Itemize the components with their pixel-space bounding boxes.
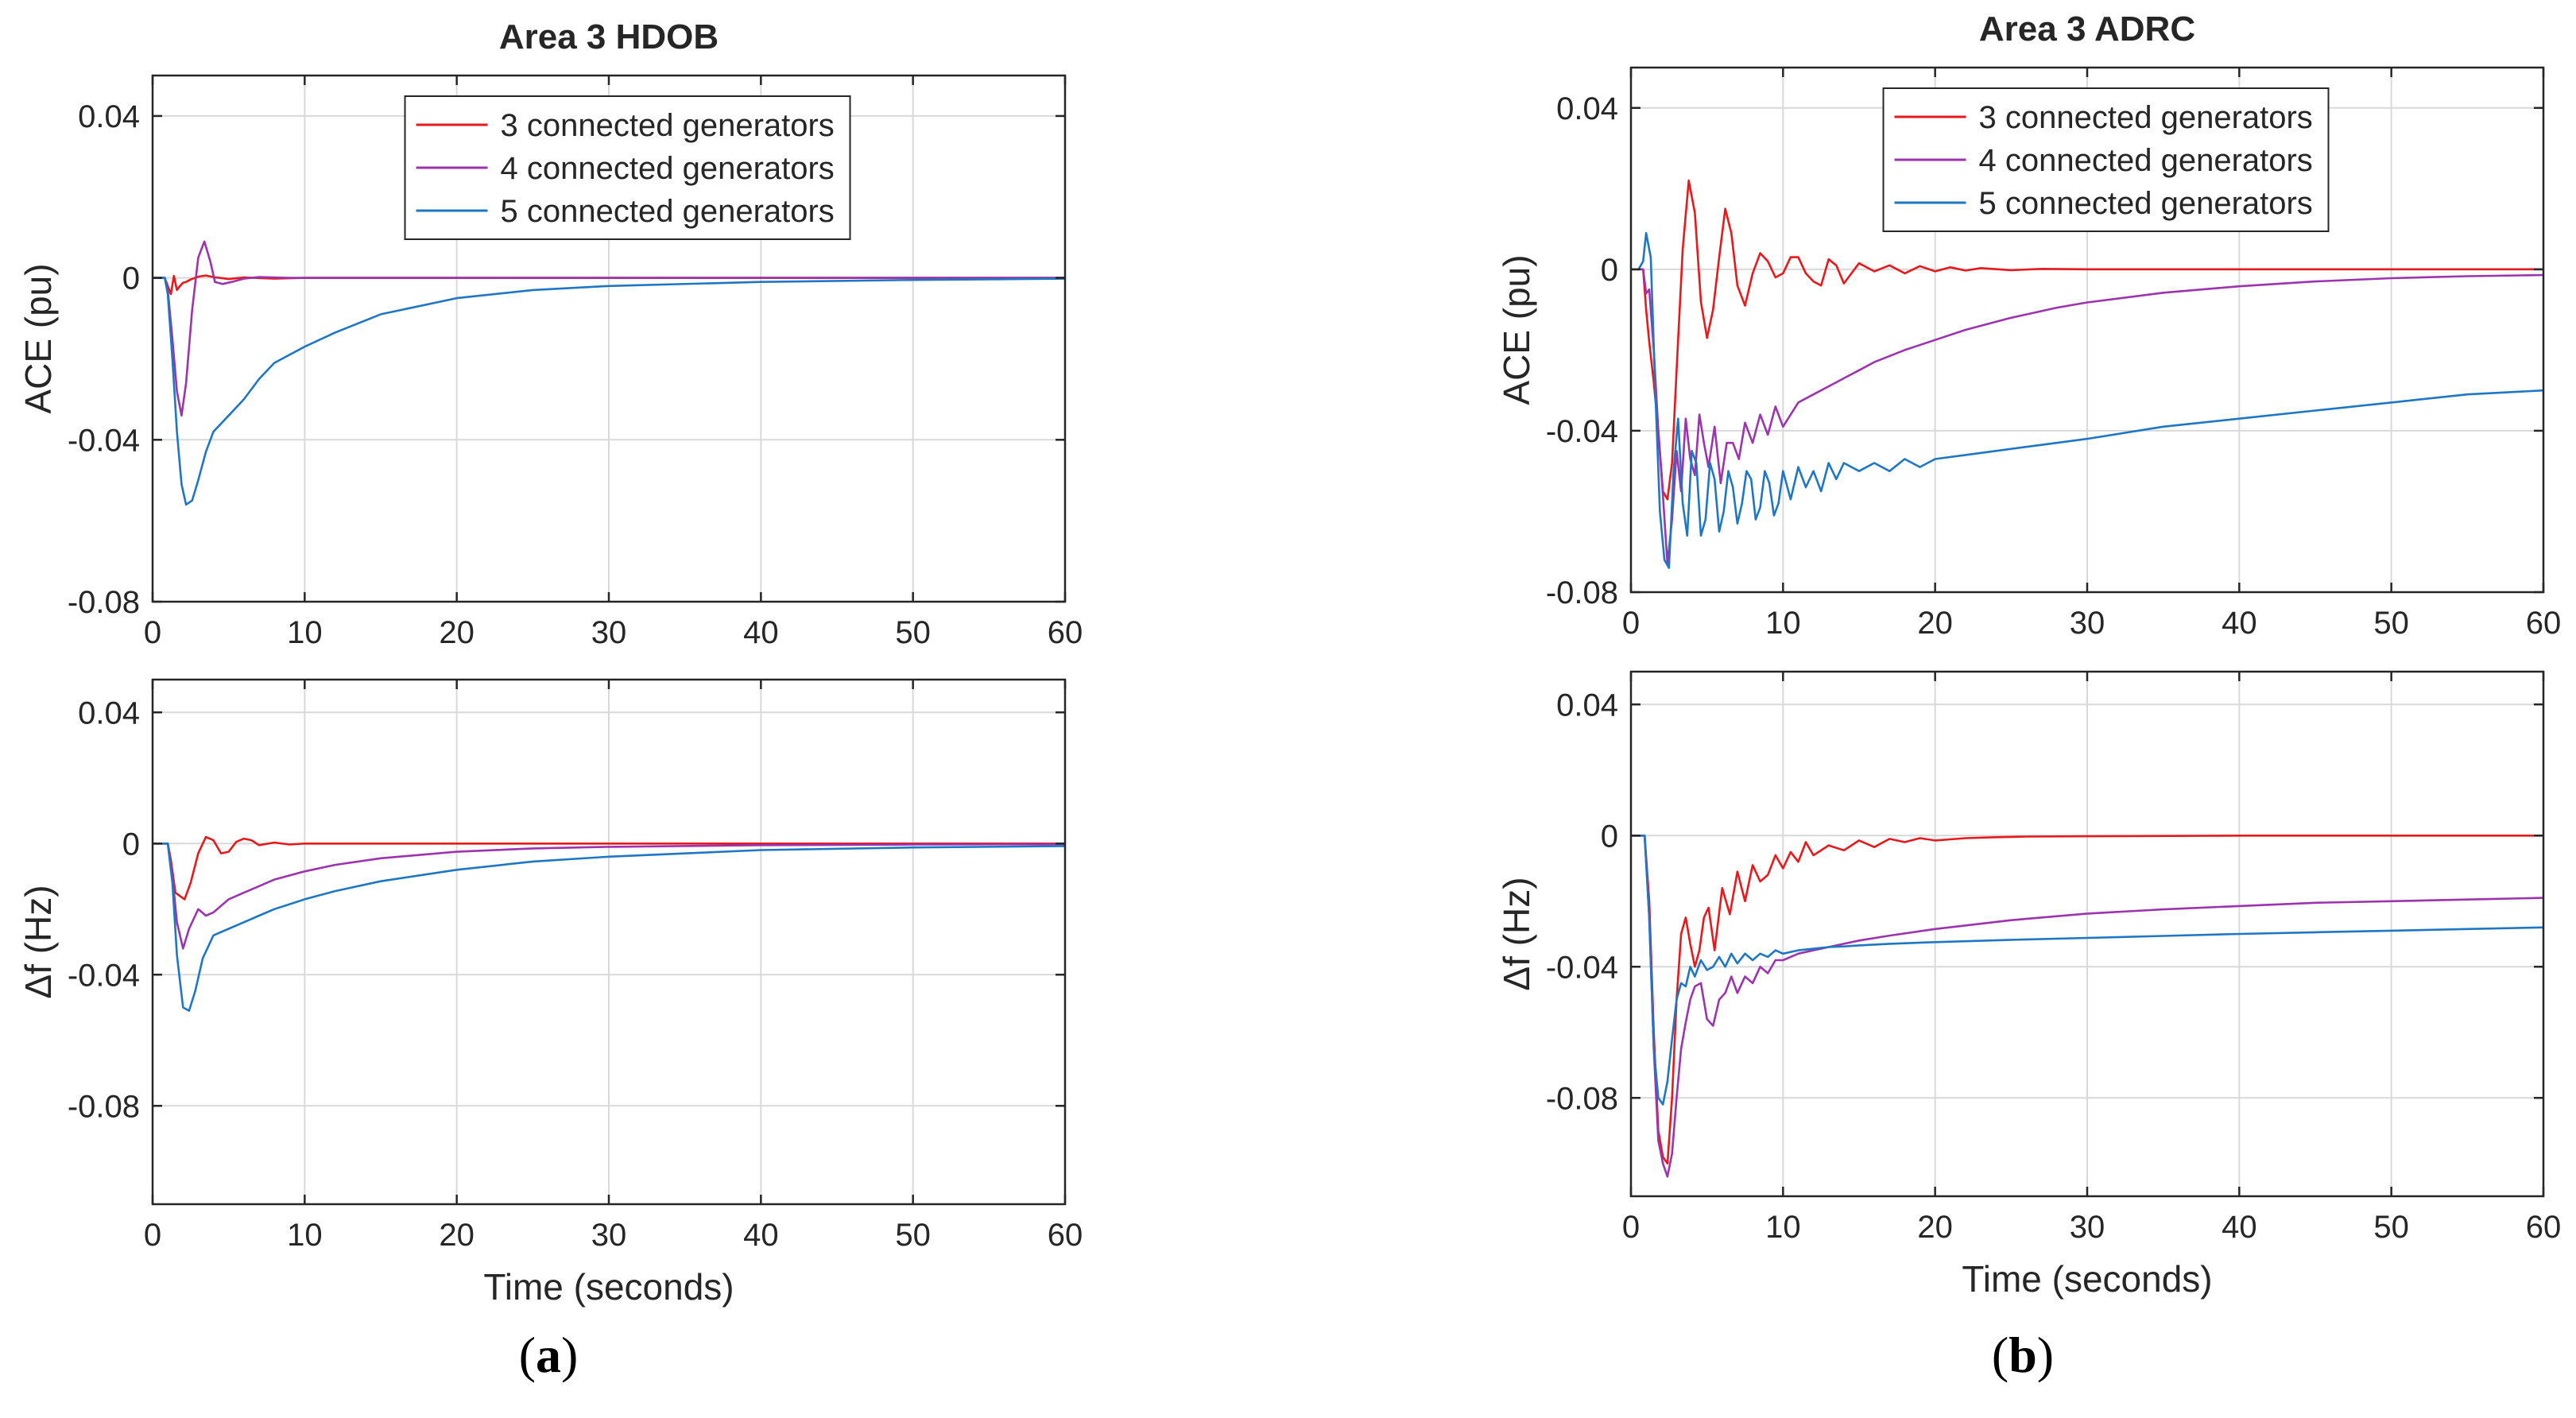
chart-3-ylabel: ACE (pu) [1496, 254, 1537, 405]
chart-1-series-line-2 [153, 240, 1065, 417]
chart-2-series-line-3 [153, 843, 1065, 1012]
chart-3-series-line-1 [1631, 179, 2543, 501]
chart-1-ytick-label-1: 0 [122, 262, 140, 296]
chart-4-ytick-label-1: 0 [1601, 819, 1618, 854]
chart-3-legend-label-3: 5 connected generators [1979, 186, 2313, 221]
chart-area3-adrc-df: 0 10 20 30 40 50 60 0.04 0 -0.04 -0.08 Δf (Hz) Time … [1496, 670, 2562, 1300]
chart-4-ytick-label-0: 0.04 [1556, 688, 1618, 723]
chart-4-xtick-label-4: 40 [2222, 1210, 2257, 1245]
chart-1-series-group [153, 240, 1065, 506]
chart-4-xlabel: Time (seconds) [1962, 1258, 2212, 1300]
panel-label-a: (a) [519, 1327, 579, 1383]
chart-2-series-group [153, 835, 1065, 1012]
chart-3-xtick-label-0: 0 [1622, 606, 1640, 641]
chart-4-series-line-3 [1631, 835, 2543, 1106]
chart-2-series-line-1 [153, 835, 1065, 901]
chart-1-series-line-3 [153, 277, 1065, 506]
chart-1-title: Area 3 HDOB [499, 17, 719, 56]
chart-2-xtick-label-2: 20 [439, 1218, 475, 1253]
chart-3-ytick-label-1: 0 [1601, 253, 1618, 288]
chart-1-legend: 3 connected generators 4 connected genera… [404, 95, 851, 240]
chart-1-xtick-label-3: 30 [591, 615, 627, 650]
chart-4-xtick-label-0: 0 [1622, 1210, 1640, 1245]
chart-2-xtick-label-4: 40 [743, 1218, 779, 1253]
panel-label-b: (b) [1992, 1327, 2054, 1383]
chart-2-ytick-label-2: -0.04 [68, 958, 140, 993]
chart-area3-hdob-df: 0 10 20 30 40 50 60 0.04 0 -0.04 -0.08 Δf (Hz) Time … [17, 678, 1083, 1308]
chart-3-ytick-label-3: -0.08 [1546, 575, 1618, 610]
chart-3-title: Area 3 ADRC [1979, 10, 2195, 48]
chart-4-ytick-label-2: -0.04 [1546, 950, 1618, 985]
chart-4-xtick-label-2: 20 [1917, 1210, 1953, 1245]
chart-3-series-line-3 [1631, 231, 2543, 569]
chart-1-xtick-label-2: 20 [439, 615, 475, 650]
chart-1-xtick-label-6: 60 [1048, 615, 1083, 650]
chart-1-xtick-label-0: 0 [144, 615, 161, 650]
chart-4-xtick-label-3: 30 [2070, 1210, 2105, 1245]
chart-2-ytick-label-1: 0 [122, 827, 140, 862]
chart-4-series-line-1 [1631, 835, 2543, 1165]
chart-3-series-group [1631, 179, 2543, 569]
chart-3-legend: 3 connected generators 4 connected genera… [1882, 87, 2330, 232]
chart-1-xtick-label-5: 50 [895, 615, 931, 650]
chart-4-ylabel: Δf (Hz) [1496, 877, 1537, 990]
chart-3-xtick-label-5: 50 [2373, 606, 2409, 641]
chart-2-xtick-label-5: 50 [895, 1218, 931, 1253]
chart-4-xtick-label-1: 10 [1765, 1210, 1801, 1245]
chart-2-ytick-label-3: -0.08 [68, 1089, 140, 1124]
chart-1-ylabel: ACE (pu) [17, 263, 59, 413]
chart-2-xtick-label-6: 60 [1048, 1218, 1083, 1253]
chart-1-ytick-label-3: -0.08 [68, 585, 140, 620]
chart-area3-adrc-ace: 0 10 20 30 40 50 60 0.04 0 -0.04 -0.08 Area 3 ADRC A… [1496, 10, 2561, 641]
chart-3-xtick-label-2: 20 [1917, 606, 1953, 641]
chart-4-ytick-label-3: -0.08 [1546, 1081, 1618, 1116]
chart-1-xtick-label-1: 10 [287, 615, 323, 650]
chart-4-xtick-label-5: 50 [2373, 1210, 2409, 1245]
chart-4-xtick-label-6: 60 [2526, 1210, 2562, 1245]
chart-3-legend-label-2: 4 connected generators [1979, 143, 2313, 178]
chart-4-series-group [1631, 835, 2543, 1178]
chart-3-legend-label-1: 3 connected generators [1979, 100, 2313, 135]
chart-2-series-line-2 [153, 843, 1065, 950]
chart-4-series-line-2 [1631, 835, 2543, 1178]
chart-2-ytick-label-0: 0.04 [78, 695, 140, 730]
chart-1-legend-label-3: 5 connected generators [501, 194, 835, 229]
chart-3-xtick-label-4: 40 [2222, 606, 2257, 641]
chart-1-xtick-label-4: 40 [743, 615, 779, 650]
chart-2-xtick-label-0: 0 [144, 1218, 161, 1253]
chart-3-xtick-label-6: 60 [2526, 606, 2562, 641]
chart-2-xtick-label-3: 30 [591, 1218, 627, 1253]
chart-3-xtick-label-3: 30 [2070, 606, 2105, 641]
chart-2-xtick-label-1: 10 [287, 1218, 323, 1253]
chart-3-xtick-label-1: 10 [1765, 606, 1801, 641]
chart-2-ylabel: Δf (Hz) [17, 885, 59, 998]
chart-area3-hdob-ace: 0 10 20 30 40 50 60 0.04 0 -0.04 -0.08 Area 3 HDOB A… [17, 17, 1083, 650]
chart-1-legend-label-1: 3 connected generators [501, 108, 835, 143]
chart-1-legend-label-2: 4 connected generators [501, 151, 835, 186]
chart-3-ytick-label-0: 0.04 [1556, 91, 1618, 126]
chart-2-xlabel: Time (seconds) [483, 1266, 734, 1308]
chart-3-ytick-label-2: -0.04 [1546, 414, 1618, 449]
chart-1-ytick-label-2: -0.04 [68, 423, 140, 458]
chart-1-ytick-label-0: 0.04 [78, 99, 140, 134]
